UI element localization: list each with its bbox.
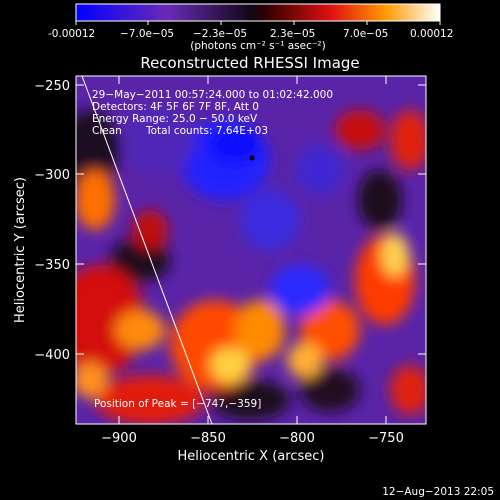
y-axis-label: Heliocentric Y (arcsec) bbox=[13, 177, 28, 323]
peak-position-label: Position of Peak = [−747,−359] bbox=[94, 398, 261, 410]
y-tick-label: −250 bbox=[34, 79, 70, 94]
plot-title: Reconstructed RHESSI Image bbox=[140, 54, 359, 72]
rhessi-image bbox=[76, 76, 426, 424]
y-tick-label: −350 bbox=[34, 258, 70, 273]
colorbar-tick-label: −2.3e−05 bbox=[193, 28, 247, 40]
x-tick-label: −800 bbox=[279, 431, 315, 446]
info-method: Clean bbox=[92, 125, 122, 137]
x-axis-label: Heliocentric X (arcsec) bbox=[178, 449, 325, 464]
y-tick-label: −300 bbox=[34, 168, 70, 183]
colorbar-tick-label: −7.0e−05 bbox=[120, 28, 174, 40]
peak-marker bbox=[249, 155, 255, 161]
colorbar bbox=[75, 3, 441, 22]
colorbar-units: (photons cm⁻² s⁻¹ asec⁻²) bbox=[190, 40, 325, 52]
colorbar-ticks bbox=[75, 21, 441, 25]
info-time-range: 29−May−2011 00:57:24.000 to 01:02:42.000 bbox=[92, 89, 333, 101]
colorbar-tick-label: -0.00012 bbox=[48, 28, 95, 40]
y-axis-ticks bbox=[76, 84, 426, 355]
info-total-counts: Total counts: 7.64E+03 bbox=[145, 125, 268, 137]
colorbar-tick-label: 7.0e−05 bbox=[343, 28, 388, 40]
x-tick-label: −850 bbox=[190, 431, 226, 446]
footer-date: 12−Aug−2013 22:05 bbox=[382, 486, 494, 498]
solar-limb-line bbox=[81, 76, 213, 424]
info-energy-range: Energy Range: 25.0 − 50.0 keV bbox=[92, 113, 258, 125]
colorbar-tick-label: 0.00012 bbox=[410, 28, 453, 40]
x-tick-label: −750 bbox=[368, 431, 404, 446]
x-axis-ticks bbox=[118, 76, 387, 424]
colorbar-tick-label: 2.3e−05 bbox=[270, 28, 315, 40]
y-tick-label: −400 bbox=[34, 348, 70, 363]
x-tick-label: −900 bbox=[101, 431, 137, 446]
info-detectors: Detectors: 4F 5F 6F 7F 8F, Att 0 bbox=[92, 101, 259, 113]
